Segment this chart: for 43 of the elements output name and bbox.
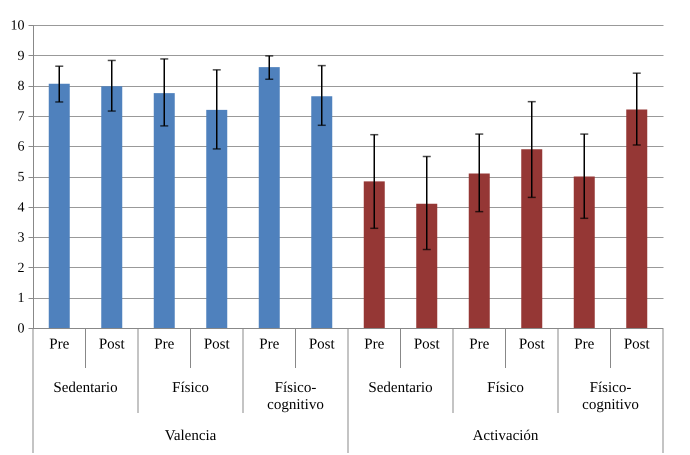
y-tick-label: 10 — [10, 18, 24, 34]
y-tick-label: 0 — [18, 322, 24, 336]
bar — [101, 86, 122, 328]
bar — [626, 110, 648, 328]
bar — [468, 173, 490, 328]
y-tick-label: 2 — [18, 260, 24, 276]
y-tick-label: 8 — [18, 79, 24, 94]
text: Físico — [487, 380, 524, 396]
y-tick-label: 6 — [18, 140, 24, 155]
bar — [311, 96, 332, 328]
y-tick-label: 5 — [18, 170, 24, 185]
bar — [521, 149, 542, 328]
y-tick-label: 4 — [18, 200, 24, 216]
bar — [206, 110, 228, 328]
x-tick-label: Post — [308, 336, 336, 352]
bar — [48, 84, 70, 328]
text: Sedentario — [368, 380, 433, 396]
text: Físico — [172, 380, 209, 396]
bar — [258, 67, 280, 328]
x-tick-label: Pre — [469, 336, 490, 352]
y-tick-label: 9 — [18, 48, 24, 64]
y-tick-label: 1 — [18, 291, 24, 306]
x-tick-label: Pre — [259, 336, 280, 352]
bar — [574, 176, 595, 328]
text: Físico-cognitivo — [582, 380, 639, 413]
text: Físico-cognitivo — [267, 380, 324, 413]
bar — [154, 93, 175, 328]
y-tick-label: 7 — [18, 109, 24, 124]
x-tick-label: Post — [414, 336, 440, 352]
y-tick-label: 3 — [18, 230, 24, 246]
x-tick-label: Post — [204, 336, 230, 352]
bar — [416, 204, 438, 328]
x-tick-label: Pre — [574, 336, 595, 352]
text: Sedentario — [53, 380, 118, 396]
text: Activación — [472, 428, 539, 444]
x-tick-label: Post — [98, 336, 126, 352]
x-tick-label: Pre — [364, 336, 385, 352]
bar — [364, 181, 385, 328]
x-tick-label: Pre — [49, 336, 70, 352]
x-tick-label: Post — [518, 336, 546, 352]
x-tick-label: Post — [624, 336, 650, 352]
text: Valencia — [164, 428, 217, 444]
x-tick-label: Pre — [154, 336, 175, 352]
